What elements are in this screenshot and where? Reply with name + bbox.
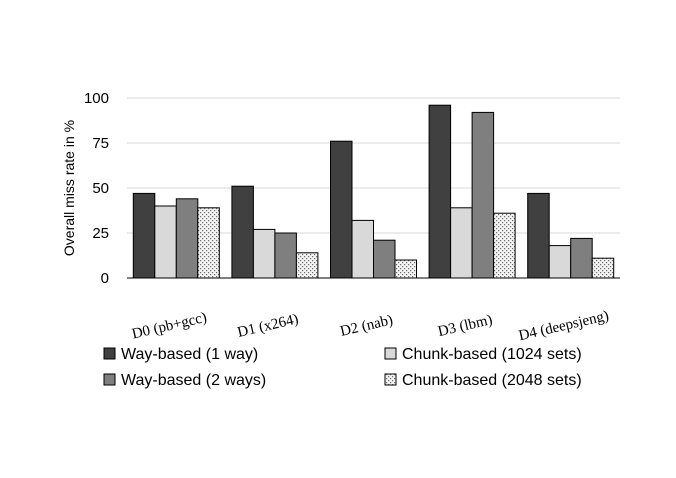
legend-swatch xyxy=(103,347,116,360)
bar xyxy=(197,207,220,279)
y-tick-label: 0 xyxy=(101,270,109,287)
bar xyxy=(330,140,353,279)
x-tick-label: D3 (lbm) xyxy=(436,312,494,340)
bar xyxy=(252,228,276,279)
bar xyxy=(428,104,452,279)
bar xyxy=(154,205,177,279)
bar xyxy=(591,257,615,279)
x-tick-label: D0 (pb+gcc) xyxy=(130,310,208,343)
bar xyxy=(493,212,516,279)
bar xyxy=(231,185,254,279)
y-tick-label: 100 xyxy=(84,90,109,107)
legend-label: Way-based (1 way) xyxy=(121,346,258,363)
x-tick-label: D1 (x264) xyxy=(236,311,300,341)
legend-label: Way-based (2 ways) xyxy=(121,372,266,389)
bar xyxy=(175,198,199,279)
y-tick-label: 75 xyxy=(92,135,109,152)
x-tick-label: D2 (nab) xyxy=(339,312,395,340)
bar xyxy=(471,111,495,279)
legend-label: Chunk-based (2048 sets) xyxy=(402,372,582,389)
bar xyxy=(394,259,417,279)
bar xyxy=(132,192,156,279)
legend-swatch xyxy=(384,347,397,360)
legend-label: Chunk-based (1024 sets) xyxy=(402,346,582,363)
bar xyxy=(570,237,593,279)
bar xyxy=(295,252,319,279)
y-tick-label: 50 xyxy=(92,180,109,197)
bar xyxy=(450,207,473,279)
legend-swatch xyxy=(103,373,116,386)
y-tick-label: 25 xyxy=(92,225,109,242)
bar xyxy=(527,192,550,279)
bar xyxy=(351,219,374,279)
y-axis-title: Overall miss rate in % xyxy=(61,120,77,256)
legend: Way-based (1 way) Chunk-based (1024 sets)… xyxy=(103,346,582,389)
x-tick-label: D4 (deepsjeng) xyxy=(517,308,610,344)
bar xyxy=(548,245,572,279)
bar xyxy=(373,239,396,279)
bars xyxy=(132,104,615,279)
bar xyxy=(274,232,297,279)
legend-swatch xyxy=(384,373,397,386)
